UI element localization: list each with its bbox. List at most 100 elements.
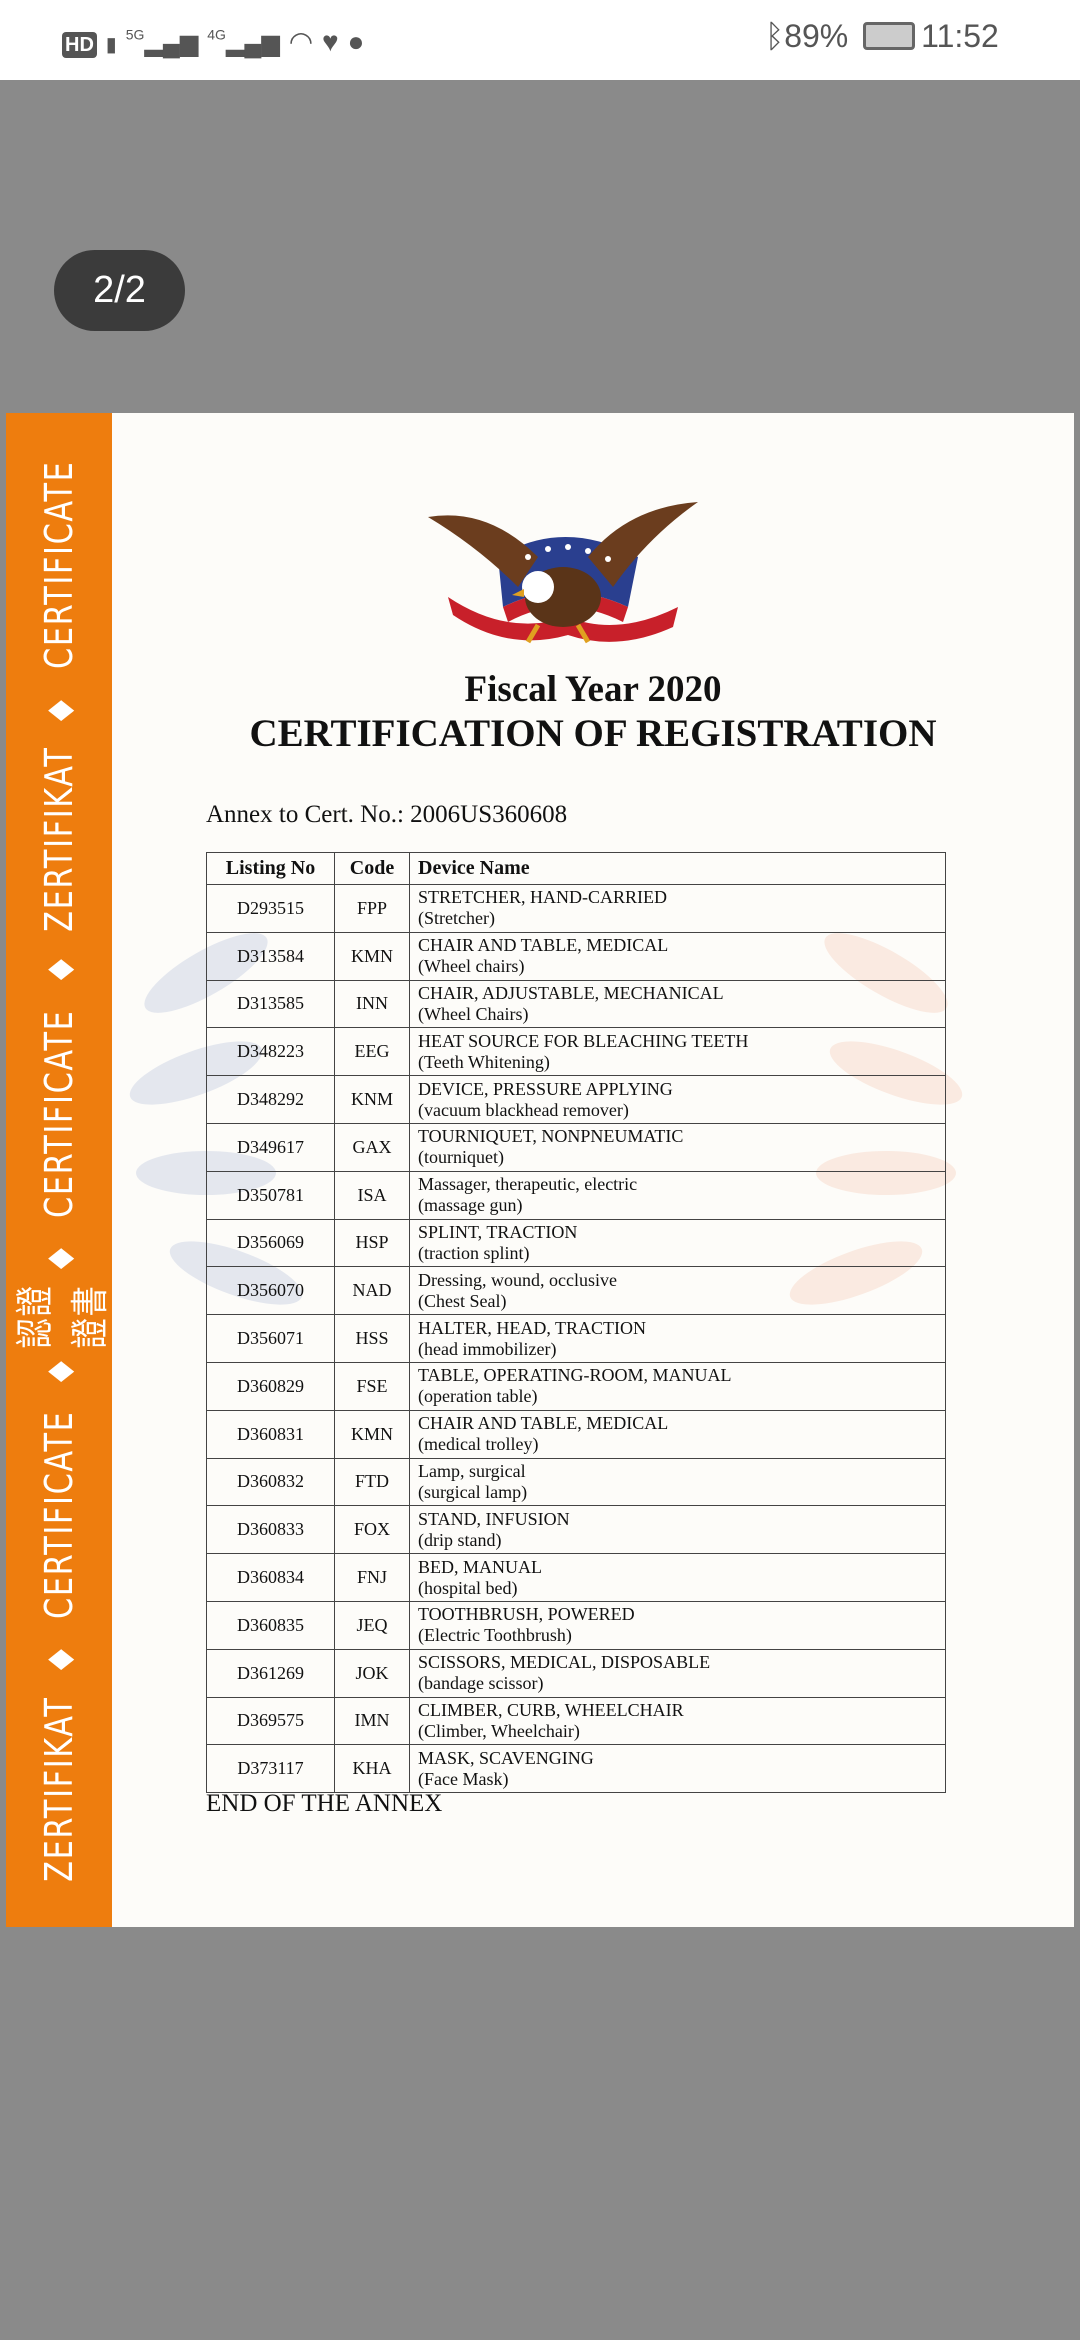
device-name-cell: Lamp, surgical (surgical lamp) (409, 1457, 946, 1507)
5g-signal-icon: ▂▄▆ (144, 30, 199, 57)
table-row: D356069 HSP SPLINT, TRACTION (traction spli… (206, 1218, 946, 1268)
hd-icon: HD (62, 32, 97, 58)
device-name-cell: HEAT SOURCE FOR BLEACHING TEETH (Teeth Wh… (409, 1027, 946, 1077)
device-name: TOURNIQUET, NONPNEUMATIC (418, 1126, 684, 1147)
page-indicator-text: 2/2 (93, 269, 146, 311)
listing-no: D350781 (206, 1170, 335, 1220)
listing-no: D356070 (206, 1266, 335, 1316)
code: JOK (334, 1648, 410, 1698)
device-name: Lamp, surgical (418, 1460, 526, 1481)
code: IMN (334, 1696, 410, 1746)
diamond-icon: ◆ (39, 1359, 79, 1382)
device-name-cell: Massager, therapeutic, electric (massage … (409, 1170, 946, 1220)
listing-no: D360834 (206, 1553, 335, 1602)
device-name-cell: TOOTHBRUSH, POWERED (Electric Toothbrush) (409, 1600, 946, 1650)
listing-no: D373117 (206, 1744, 335, 1794)
device-description: (Teeth Whitening) (418, 1051, 550, 1072)
table-row: D350781 ISA Massager, therapeutic, electri… (206, 1170, 946, 1220)
code: JEQ (334, 1600, 410, 1650)
device-name: CHAIR, ADJUSTABLE, MECHANICAL (418, 982, 724, 1003)
listing-no: D360829 (206, 1361, 335, 1411)
health-icon: ♥ (322, 26, 339, 57)
table-row: D313584 KMN CHAIR AND TABLE, MEDICAL (Wheel… (206, 931, 946, 981)
code: INN (334, 979, 410, 1029)
device-name: HEAT SOURCE FOR BLEACHING TEETH (418, 1030, 749, 1051)
code: FTD (334, 1457, 410, 1507)
col-listing-no: Listing No (206, 852, 335, 885)
end-of-annex: END OF THE ANNEX (206, 1790, 443, 1817)
listing-no: D360831 (206, 1409, 335, 1459)
device-description: (hospital bed) (418, 1577, 518, 1598)
listing-no: D356071 (206, 1314, 335, 1363)
fiscal-year: Fiscal Year 2020 (464, 669, 722, 710)
code: KNM (334, 1075, 410, 1124)
device-name-cell: SCISSORS, MEDICAL, DISPOSABLE (bandage sc… (409, 1648, 946, 1698)
col-device-name: Device Name (409, 852, 946, 885)
listing-no: D360832 (206, 1457, 335, 1507)
table-header: Listing No Code Device Name (206, 852, 946, 885)
device-name-cell: STRETCHER, HAND-CARRIED (Stretcher) (409, 884, 946, 933)
listing-no: D361269 (206, 1648, 335, 1698)
table-row: D360835 JEQ TOOTHBRUSH, POWERED (Electric T… (206, 1600, 946, 1650)
device-name: MASK, SCAVENGING (418, 1747, 594, 1768)
table-row: D369575 IMN CLIMBER, CURB, WHEELCHAIR (Clim… (206, 1696, 946, 1746)
strip-text: CERTIFICATE (37, 461, 81, 670)
table-row: D361269 JOK SCISSORS, MEDICAL, DISPOSABLE(… (206, 1648, 946, 1698)
listing-no: D360833 (206, 1505, 335, 1555)
code: NAD (334, 1266, 410, 1316)
device-description: (head immobilizer) (418, 1338, 557, 1359)
table-row: D360834 FNJ BED, MANUAL (hospital bed) (206, 1553, 946, 1602)
device-description: (Chest Seal) (418, 1290, 507, 1311)
device-name-cell: HALTER, HEAD, TRACTION (head immobilizer) (409, 1314, 946, 1363)
device-name: Massager, therapeutic, electric (418, 1174, 638, 1195)
device-name: BED, MANUAL (418, 1556, 542, 1577)
certificate-page[interactable]: ZERTIFIKAT ◆ CERTIFICATE ◆ 認證證書 ◆ CERTIFICA… (6, 413, 1074, 1927)
code: ISA (334, 1170, 410, 1220)
table-row: D349617 GAX TOURNIQUET, NONPNEUMATIC (tourn… (206, 1122, 946, 1172)
certificate-title: CERTIFICATION OF REGISTRATION (249, 712, 937, 755)
device-description: (Face Mask) (418, 1768, 509, 1789)
device-name-cell: CLIMBER, CURB, WHEELCHAIR (Climber, Wheel… (409, 1696, 946, 1746)
code: FSE (334, 1361, 410, 1411)
4g-label: 4G (207, 26, 226, 43)
table-row: D360829 FSE TABLE, OPERATING-ROOM, MANUAL(… (206, 1361, 946, 1411)
device-name: TOOTHBRUSH, POWERED (418, 1604, 635, 1625)
table-row: D356070 NAD Dressing, wound, occlusive (Che… (206, 1266, 946, 1316)
device-description: (Electric Toothbrush) (418, 1625, 572, 1646)
device-description: (operation table) (418, 1386, 538, 1407)
status-right: ᛒ89% 11:52 (765, 18, 999, 55)
strip-text: 認證證書 (13, 1284, 112, 1349)
listing-no: D313584 (206, 931, 335, 981)
code: KMN (334, 1409, 410, 1459)
page-indicator: 2/2 (54, 250, 185, 331)
device-name: TABLE, OPERATING-ROOM, MANUAL (418, 1365, 732, 1386)
device-name: STRETCHER, HAND-CARRIED (418, 887, 668, 908)
listing-no: D293515 (206, 884, 335, 933)
device-name-cell: Dressing, wound, occlusive (Chest Seal) (409, 1266, 946, 1316)
device-name: CLIMBER, CURB, WHEELCHAIR (418, 1699, 684, 1720)
device-name: CHAIR AND TABLE, MEDICAL (418, 935, 669, 956)
col-code: Code (334, 852, 410, 885)
device-name-cell: CHAIR AND TABLE, MEDICAL (Wheel chairs) (409, 931, 946, 981)
device-name-cell: SPLINT, TRACTION (traction splint) (409, 1218, 946, 1268)
device-name-cell: CHAIR AND TABLE, MEDICAL (medical trolley… (409, 1409, 946, 1459)
table-row: D348292 KNM DEVICE, PRESSURE APPLYING (vacu… (206, 1075, 946, 1124)
device-name-cell: STAND, INFUSION (drip stand) (409, 1505, 946, 1555)
device-description: (Stretcher) (418, 908, 495, 929)
table-row: D313585 INN CHAIR, ADJUSTABLE, MECHANICAL(… (206, 979, 946, 1029)
certificate-side-strip: ZERTIFIKAT ◆ CERTIFICATE ◆ 認證證書 ◆ CERTIFICA… (6, 413, 112, 1927)
table-row: D373117 KHA MASK, SCAVENGING (Face Mask) (206, 1744, 946, 1794)
code: EEG (334, 1027, 410, 1077)
device-description: (tourniquet) (418, 1147, 504, 1168)
device-name-cell: TABLE, OPERATING-ROOM, MANUAL (operation … (409, 1361, 946, 1411)
sim-1-icon: ▮ (105, 34, 117, 56)
code: FOX (334, 1505, 410, 1555)
table-row: D293515 FPP STRETCHER, HAND-CARRIED (Stretc… (206, 884, 946, 933)
device-name: CHAIR AND TABLE, MEDICAL (418, 1413, 669, 1434)
device-description: (traction splint) (418, 1242, 530, 1263)
5g-label: 5G (125, 26, 145, 43)
diamond-icon: ◆ (39, 698, 79, 721)
strip-text: ZERTIFIKAT (37, 746, 81, 933)
device-name-cell: TOURNIQUET, NONPNEUMATIC (tourniquet) (409, 1122, 946, 1172)
table-row: D356071 HSS HALTER, HEAD, TRACTION (head im… (206, 1314, 946, 1363)
